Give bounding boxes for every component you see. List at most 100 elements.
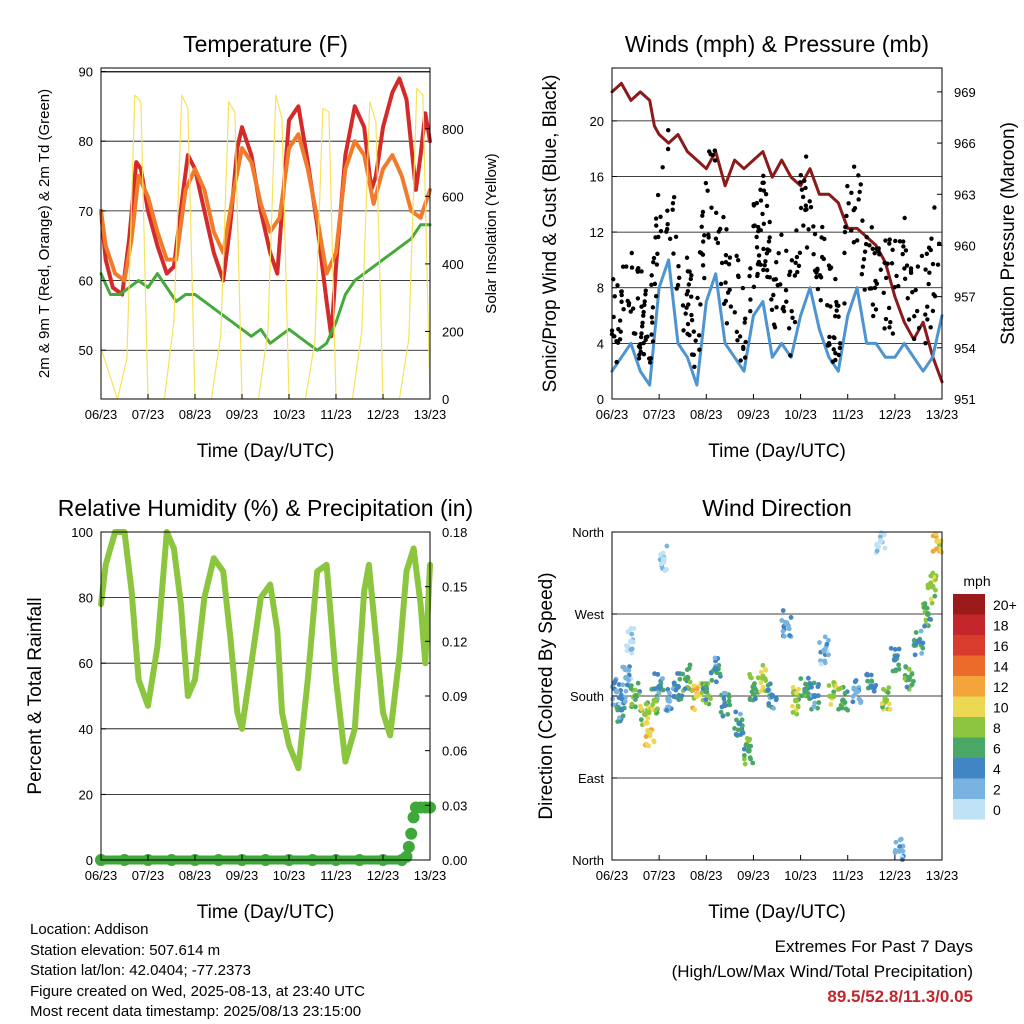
gust-dot [896, 283, 901, 289]
gust-dot [655, 192, 661, 198]
gust-dot [686, 302, 691, 307]
gust-dot [665, 208, 670, 213]
direction-dot [622, 699, 628, 704]
direction-dot [922, 623, 927, 629]
gust-dot [684, 255, 690, 260]
gust-dot [734, 253, 739, 259]
gust-dot [787, 269, 793, 274]
gust-dot [728, 304, 734, 309]
gust-dot [712, 158, 718, 163]
gust-dot [681, 328, 686, 333]
direction-dot [687, 679, 693, 685]
direction-dot [747, 736, 753, 742]
direction-dot [758, 669, 764, 675]
gust-dot [643, 288, 648, 293]
gust-dot [712, 148, 718, 153]
x-tick-label: 07/23 [643, 407, 676, 422]
gust-dot [696, 333, 702, 338]
gust-dot [843, 224, 848, 230]
direction-dot [692, 707, 698, 713]
direction-dot [643, 701, 649, 707]
panel-2 [609, 67, 944, 400]
gust-dot [676, 264, 681, 269]
gust-dot [683, 311, 688, 316]
gust-dot [732, 310, 737, 315]
y-right-tick-label: 969 [954, 85, 976, 100]
gust-dot [892, 285, 897, 290]
gust-dot [756, 253, 762, 258]
gust-dot [641, 352, 647, 357]
panel-1 [99, 67, 432, 400]
gust-dot [808, 204, 814, 210]
direction-dot [805, 675, 811, 681]
gust-dot [761, 180, 766, 185]
gust-dot [687, 332, 692, 338]
station-info: Location: Addison Station elevation: 507… [30, 920, 365, 1023]
gust-dot [834, 299, 839, 305]
gust-dot [689, 312, 694, 318]
direction-dot [773, 697, 779, 703]
direction-dot [671, 694, 676, 699]
gust-dot [747, 273, 752, 279]
direction-dot [852, 679, 858, 685]
x-tick-label: 06/23 [85, 407, 118, 422]
x-tick-label: 13/23 [414, 407, 447, 422]
direction-dot [812, 700, 818, 706]
gust-dot [615, 340, 621, 345]
gust-dot [901, 239, 906, 244]
x-tick-label: 08/23 [179, 407, 212, 422]
gust-dot [761, 221, 767, 226]
gust-dot [611, 314, 616, 320]
y-tick-label: South [570, 689, 604, 704]
plot-frame [611, 67, 943, 400]
gust-dot [789, 258, 795, 263]
gust-dot [932, 205, 937, 210]
x-axis-label: Time (Day/UTC) [197, 902, 335, 923]
gust-dot [789, 308, 794, 314]
colorbar-label: 16 [993, 638, 1009, 654]
direction-dot [664, 707, 669, 713]
gust-dot [621, 307, 626, 312]
gust-dot [811, 252, 816, 257]
direction-dot [798, 676, 804, 681]
gust-dot [758, 198, 764, 203]
direction-point [613, 688, 620, 695]
gust-dot [624, 264, 629, 269]
direction-dot [799, 693, 805, 699]
direction-dot [793, 690, 799, 696]
x-tick-label: 07/23 [132, 407, 165, 422]
gust-dot [764, 203, 770, 209]
x-tick-label: 13/23 [926, 407, 959, 422]
gust-dot [718, 281, 724, 287]
gust-dot [689, 273, 694, 278]
direction-dot [691, 683, 697, 689]
gust-dot [771, 322, 777, 327]
gust-dot [735, 257, 741, 263]
gust-dot [928, 325, 933, 330]
gust-dot [692, 364, 697, 369]
gust-dot [798, 205, 804, 211]
panel-title: Winds (mph) & Pressure (mb) [625, 31, 929, 57]
gust-dot [903, 248, 909, 253]
gust-dot [685, 321, 691, 327]
gust-dot [914, 308, 920, 314]
series-line [610, 258, 944, 387]
colorbar-label: 6 [993, 741, 1001, 757]
y-right-tick-label: 954 [954, 341, 976, 356]
gust-dot [833, 350, 838, 356]
gust-dot [743, 316, 748, 321]
gust-dot [761, 246, 766, 252]
x-tick-label: 08/23 [690, 407, 723, 422]
direction-dot [918, 628, 924, 634]
gust-dot [697, 347, 702, 352]
direction-dot [633, 704, 638, 710]
direction-dot [763, 667, 769, 673]
direction-dot [750, 760, 756, 766]
gust-dot [641, 340, 646, 346]
gust-dot [867, 243, 872, 248]
direction-dot [919, 651, 925, 656]
gust-dot [649, 332, 654, 337]
gust-dot [699, 224, 704, 230]
gust-dot [764, 251, 770, 256]
x-tick-label: 06/23 [596, 407, 629, 422]
